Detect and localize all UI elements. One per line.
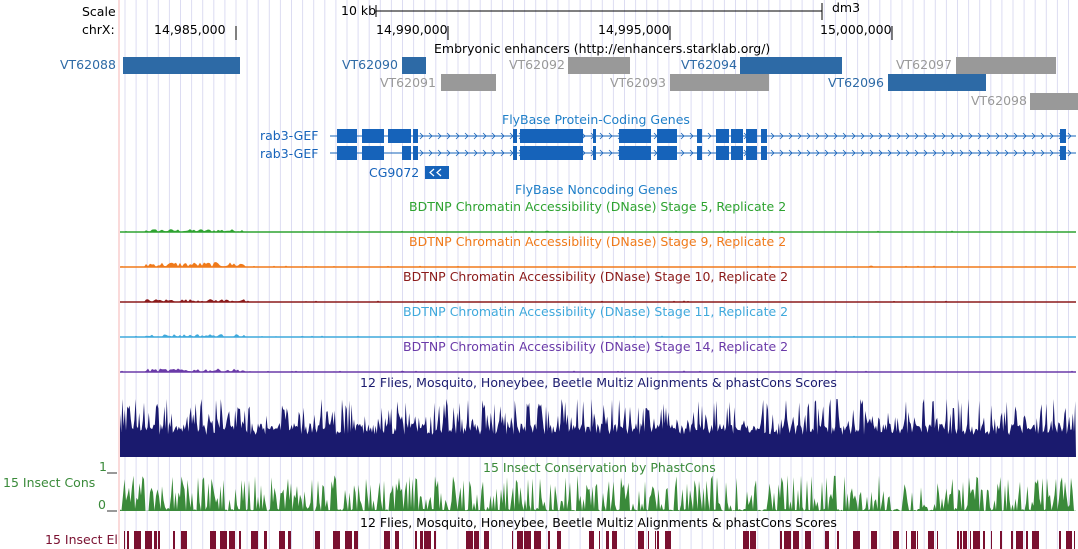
enhancer-label[interactable]: VT62097: [896, 57, 952, 72]
gene-label[interactable]: rab3-GEF: [260, 146, 319, 161]
dnase-stage5-title[interactable]: BDTNP Chromatin Accessibility (DNase) St…: [409, 199, 787, 214]
enhancer-label[interactable]: VT62092: [509, 57, 565, 72]
noncoding-track-title[interactable]: FlyBase Noncoding Genes: [515, 182, 678, 197]
insect-cons-side-label[interactable]: 15 Insect Cons: [3, 475, 96, 490]
enhancer-feature[interactable]: [1030, 93, 1078, 110]
insect-cons-title[interactable]: 15 Insect Conservation by PhastCons: [483, 460, 716, 475]
enhancer-label[interactable]: VT62091: [380, 75, 436, 90]
enhancer-label[interactable]: VT62090: [342, 57, 398, 72]
enhancer-track-title[interactable]: Embryonic enhancers (http://enhancers.st…: [434, 41, 771, 56]
enhancer-label[interactable]: VT62096: [828, 75, 884, 90]
enhancer-label[interactable]: VT62093: [610, 75, 666, 90]
position-label: 14,990,000: [376, 22, 448, 37]
position-label: 14,985,000: [154, 22, 226, 37]
multiz-track-title[interactable]: 12 Flies, Mosquito, Honeybee, Beetle Mul…: [360, 375, 837, 390]
dnase-stage9-title[interactable]: BDTNP Chromatin Accessibility (DNase) St…: [409, 234, 787, 249]
position-label: 14,995,000: [598, 22, 670, 37]
enhancer-feature[interactable]: [888, 74, 986, 91]
genes-track-title[interactable]: FlyBase Protein-Coding Genes: [502, 112, 690, 127]
position-label: 15,000,000: [820, 22, 892, 37]
dnase-stage11-title[interactable]: BDTNP Chromatin Accessibility (DNase) St…: [403, 304, 789, 319]
gene-label[interactable]: CG9072: [369, 165, 420, 180]
scale-bar-label: 10 kb: [341, 3, 377, 18]
enhancer-feature[interactable]: [441, 74, 496, 91]
insect-el-title[interactable]: 12 Flies, Mosquito, Honeybee, Beetle Mul…: [360, 515, 837, 530]
enhancer-feature[interactable]: [670, 74, 769, 91]
enhancer-feature[interactable]: [740, 57, 842, 74]
scale-label: Scale: [82, 4, 116, 19]
enhancer-feature[interactable]: [402, 57, 426, 74]
dnase-stage14-title[interactable]: BDTNP Chromatin Accessibility (DNase) St…: [403, 339, 789, 354]
enhancer-feature[interactable]: [568, 57, 630, 74]
enhancer-label[interactable]: VT62098: [971, 93, 1027, 108]
enhancer-feature[interactable]: [123, 57, 240, 74]
enhancer-label[interactable]: VT62088: [60, 57, 116, 72]
enhancer-label[interactable]: VT62094: [681, 57, 737, 72]
axis-max-label: 1: [99, 459, 107, 474]
insect-el-side-label[interactable]: 15 Insect El: [45, 532, 118, 547]
assembly-label: dm3: [832, 0, 861, 15]
axis-min-label: 0: [98, 497, 106, 512]
gene-label[interactable]: rab3-GEF: [260, 128, 319, 143]
enhancer-feature[interactable]: [956, 57, 1056, 74]
chrom-label: chrX:: [82, 22, 115, 37]
dnase-stage10-title[interactable]: BDTNP Chromatin Accessibility (DNase) St…: [403, 269, 789, 284]
